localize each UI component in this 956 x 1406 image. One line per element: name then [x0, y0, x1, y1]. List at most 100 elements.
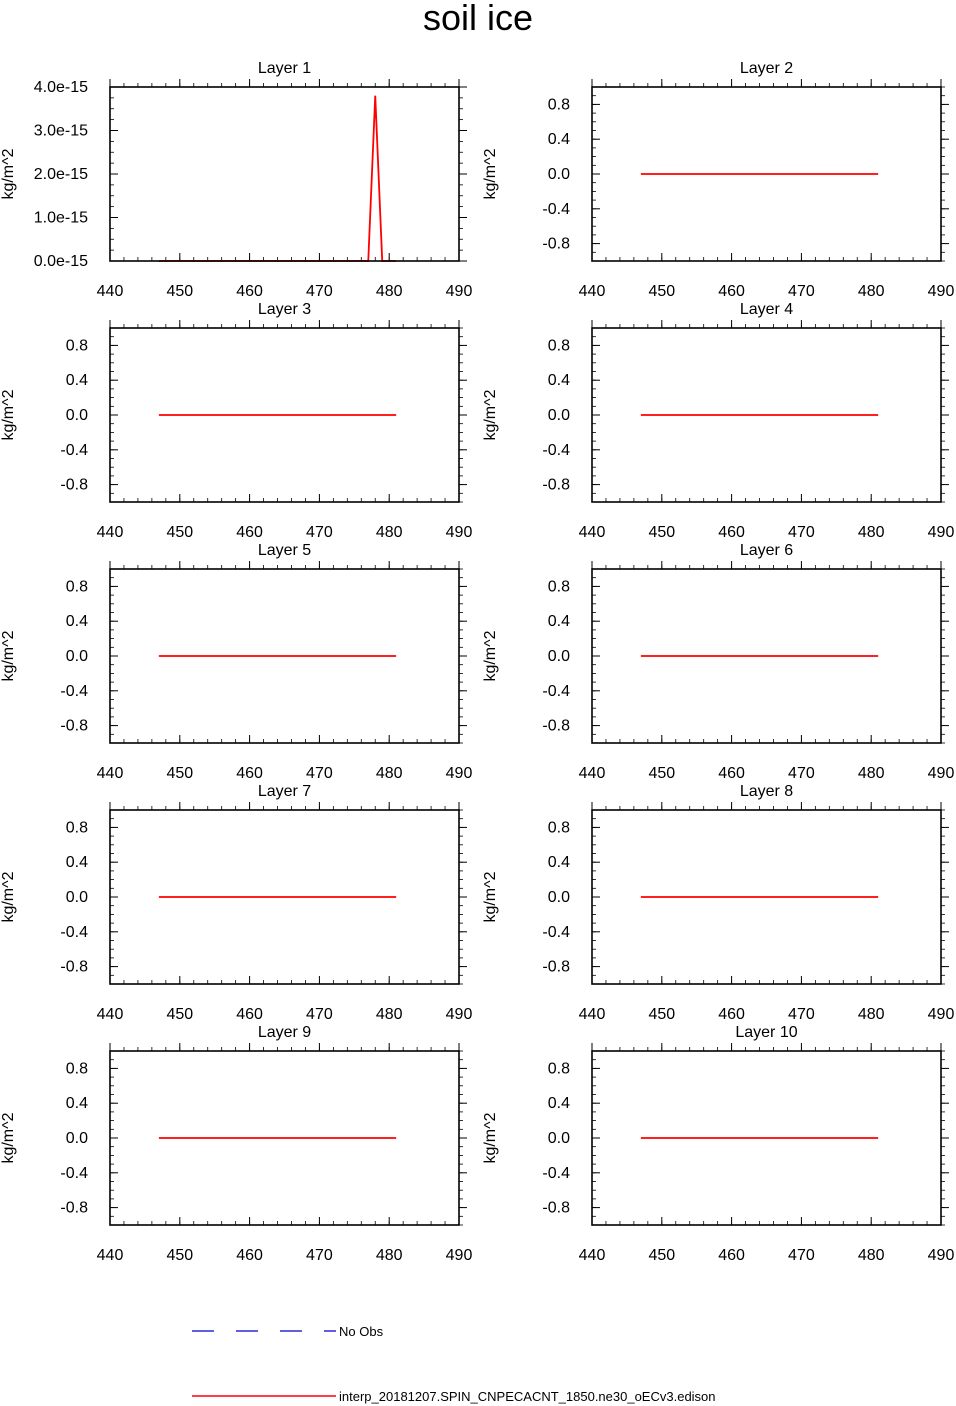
- y-tick-label: -0.4: [60, 1165, 88, 1182]
- y-axis-label: kg/m^2: [482, 389, 499, 440]
- panel-title: Layer 4: [740, 301, 793, 318]
- y-tick-label: 0.0: [548, 166, 570, 183]
- x-tick-label: 490: [446, 1247, 473, 1264]
- y-tick-label: 0.0: [66, 1130, 88, 1147]
- x-tick-label: 440: [97, 283, 124, 300]
- x-tick-label: 440: [97, 765, 124, 782]
- x-tick-label: 440: [579, 283, 606, 300]
- x-tick-label: 480: [376, 1006, 403, 1023]
- x-tick-label: 480: [376, 765, 403, 782]
- x-tick-label: 480: [858, 1247, 885, 1264]
- y-tick-label: 0.4: [548, 1095, 570, 1112]
- panel-layer-2: Layer 2 kg/m^2 440 450 460 470 480 490 -0.8 -0.4 0…: [482, 60, 954, 300]
- plot-frame: [109, 568, 460, 744]
- x-tick-label: 440: [97, 1006, 124, 1023]
- x-tick-label: 490: [928, 1006, 955, 1023]
- x-tick-label: 460: [236, 524, 263, 541]
- y-tick-label: 0.8: [66, 1060, 88, 1077]
- x-tick-label: 450: [166, 524, 193, 541]
- x-tick-label: 470: [306, 1006, 333, 1023]
- y-tick-label: 0.4: [66, 372, 88, 389]
- x-tick-label: 460: [236, 1247, 263, 1264]
- y-tick-label: -0.4: [60, 683, 88, 700]
- panel-title: Layer 2: [740, 60, 793, 77]
- y-tick-label: -0.4: [60, 924, 88, 941]
- x-tick-label: 440: [579, 1006, 606, 1023]
- y-tick-label: 0.4: [548, 131, 570, 148]
- y-tick-label: -0.8: [60, 959, 88, 976]
- x-tick-label: 480: [858, 524, 885, 541]
- x-tick-label: 490: [928, 765, 955, 782]
- y-tick-label: 0.0: [66, 889, 88, 906]
- x-tick-label: 470: [788, 765, 815, 782]
- x-tick-label: 490: [928, 524, 955, 541]
- x-tick-label: 450: [166, 1247, 193, 1264]
- x-tick-label: 490: [928, 1247, 955, 1264]
- y-axis-label: kg/m^2: [482, 1112, 499, 1163]
- y-tick-label: -0.8: [542, 477, 570, 494]
- y-tick-label: 0.4: [66, 613, 88, 630]
- y-tick-label: 0.8: [66, 578, 88, 595]
- y-tick-label: 0.8: [548, 819, 570, 836]
- y-tick-label: -0.4: [542, 442, 570, 459]
- panel-title: Layer 3: [258, 301, 311, 318]
- x-tick-label: 470: [306, 524, 333, 541]
- y-axis-label: kg/m^2: [0, 871, 17, 922]
- x-tick-label: 440: [97, 1247, 124, 1264]
- y-tick-label: 0.0: [548, 407, 570, 424]
- panel-layer-8: Layer 8 kg/m^2 440 450 460 470 480 490 -0.8 -0.4 0…: [482, 783, 954, 1023]
- x-tick-label: 460: [718, 1006, 745, 1023]
- plot-frame: [109, 809, 460, 985]
- y-tick-label: -0.8: [542, 1200, 570, 1217]
- x-tick-label: 450: [166, 283, 193, 300]
- panel-layer-6: Layer 6 kg/m^2 440 450 460 470 480 490 -0.8 -0.4 0…: [482, 542, 954, 782]
- x-tick-label: 470: [788, 1247, 815, 1264]
- panel-title: Layer 5: [258, 542, 311, 559]
- x-tick-label: 440: [579, 765, 606, 782]
- panel-layer-3: Layer 3 kg/m^2 440 450 460 470 480 490 -0.8 -0.4 0…: [0, 301, 472, 541]
- panel-layer-5: Layer 5 kg/m^2 440 450 460 470 480 490 -0.8 -0.4 0…: [0, 542, 472, 782]
- x-tick-label: 480: [858, 765, 885, 782]
- panel-title: Layer 8: [740, 783, 793, 800]
- y-tick-label: -0.4: [542, 201, 570, 218]
- plot-frame: [591, 86, 942, 262]
- y-axis-label: kg/m^2: [0, 148, 17, 199]
- y-tick-label: 0.8: [548, 1060, 570, 1077]
- y-tick-label: 0.8: [66, 337, 88, 354]
- x-tick-label: 460: [718, 765, 745, 782]
- panel-layer-7: Layer 7 kg/m^2 440 450 460 470 480 490 -0.8 -0.4 0…: [0, 783, 472, 1023]
- panel-layer-4: Layer 4 kg/m^2 440 450 460 470 480 490 -0.8 -0.4 0…: [482, 301, 954, 541]
- y-tick-label: -0.8: [542, 959, 570, 976]
- plot-frame: [109, 1050, 460, 1226]
- x-tick-label: 460: [718, 1247, 745, 1264]
- x-tick-label: 470: [788, 283, 815, 300]
- y-tick-label: -0.8: [60, 1200, 88, 1217]
- x-tick-label: 460: [236, 1006, 263, 1023]
- x-tick-label: 470: [306, 1247, 333, 1264]
- panel-layer-10: Layer 10 kg/m^2 440 450 460 470 480 490 -0.8 -0.4…: [482, 1024, 954, 1264]
- x-tick-label: 480: [858, 1006, 885, 1023]
- y-tick-label: 3.0e-15: [34, 123, 88, 140]
- y-tick-label: -0.8: [542, 718, 570, 735]
- x-tick-label: 490: [928, 283, 955, 300]
- y-tick-label: -0.4: [542, 683, 570, 700]
- x-tick-label: 450: [648, 1006, 675, 1023]
- y-axis-label: kg/m^2: [482, 148, 499, 199]
- x-tick-label: 450: [648, 1247, 675, 1264]
- y-tick-label: 0.0e-15: [34, 253, 88, 270]
- y-tick-label: -0.8: [542, 236, 570, 253]
- x-tick-label: 490: [446, 1006, 473, 1023]
- y-tick-label: 0.8: [548, 578, 570, 595]
- x-tick-label: 480: [858, 283, 885, 300]
- x-tick-label: 470: [306, 765, 333, 782]
- panel-title: Layer 6: [740, 542, 793, 559]
- x-tick-label: 450: [648, 283, 675, 300]
- figure-title: soil ice: [423, 0, 533, 38]
- x-tick-label: 460: [236, 765, 263, 782]
- plot-frame: [109, 86, 460, 262]
- y-tick-label: -0.8: [60, 477, 88, 494]
- y-tick-label: 0.8: [548, 337, 570, 354]
- panel-layer-1: Layer 1 kg/m^2 440 450 460 470 480 490 0.0e-15 1.…: [0, 60, 472, 300]
- x-tick-label: 460: [236, 283, 263, 300]
- x-tick-label: 440: [579, 1247, 606, 1264]
